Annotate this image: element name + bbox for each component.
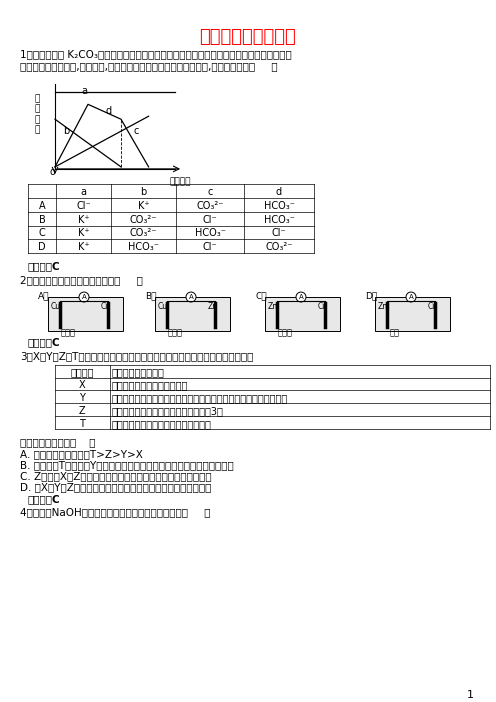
Text: 【答案】C: 【答案】C <box>28 337 61 347</box>
Text: 化学实验的绿色追求: 化学实验的绿色追求 <box>199 28 297 46</box>
Text: D、: D、 <box>365 291 377 300</box>
Text: D: D <box>38 242 46 253</box>
Text: C. Z分别与X、Z均可形成或含有非极性键又含非极性键的化合物: C. Z分别与X、Z均可形成或含有非极性键又含非极性键的化合物 <box>20 471 212 481</box>
Text: HCO₃⁻: HCO₃⁻ <box>128 242 159 253</box>
Text: Cl⁻: Cl⁻ <box>203 242 217 253</box>
Text: Cl⁻: Cl⁻ <box>76 201 91 211</box>
Text: Zn: Zn <box>268 302 278 311</box>
Text: 【答案】C: 【答案】C <box>28 494 61 504</box>
Bar <box>375 297 450 331</box>
Text: Z: Z <box>79 406 85 416</box>
Text: 目也相应地发生变化,如图所示,四条曲线与溶液中的离子的对应关系,完全正确的是（     ）: 目也相应地发生变化,如图所示,四条曲线与溶液中的离子的对应关系,完全正确的是（ … <box>20 62 278 72</box>
Circle shape <box>406 292 416 302</box>
Text: K⁺: K⁺ <box>78 242 89 253</box>
Text: 乙醇: 乙醇 <box>390 329 400 338</box>
Text: b: b <box>140 187 147 197</box>
Text: 同周期元素中形成的简单离子半径最小: 同周期元素中形成的简单离子半径最小 <box>112 419 212 429</box>
Text: c: c <box>133 126 138 136</box>
Text: 元素编号: 元素编号 <box>70 368 94 378</box>
Text: D. 由X、Y和Z三种元素构成的强电解质，对水电离均起抑制作用: D. 由X、Y和Z三种元素构成的强电解质，对水电离均起抑制作用 <box>20 482 211 492</box>
Bar <box>265 297 340 331</box>
Text: 稀硫酸: 稀硫酸 <box>168 329 183 338</box>
Text: A: A <box>409 294 413 300</box>
Text: 【答案】C: 【答案】C <box>28 261 61 271</box>
Text: b: b <box>63 126 69 136</box>
Text: X: X <box>79 380 85 390</box>
Text: Cu: Cu <box>51 302 61 311</box>
Text: CO₃²⁻: CO₃²⁻ <box>130 228 157 239</box>
Text: d: d <box>105 106 111 117</box>
Text: HCO₃⁻: HCO₃⁻ <box>263 215 295 225</box>
Text: 形成的简单阳离子核外无电子: 形成的简单阳离子核外无电子 <box>112 380 188 390</box>
Text: HCO₃⁻: HCO₃⁻ <box>194 228 226 239</box>
Text: Cl⁻: Cl⁻ <box>272 228 286 239</box>
Text: A. 原子半径大小顺序：T>Z>Y>X: A. 原子半径大小顺序：T>Z>Y>X <box>20 449 143 459</box>
Text: 硫酸铜: 硫酸铜 <box>277 329 293 338</box>
Text: T: T <box>79 419 85 429</box>
Text: Y: Y <box>79 393 85 404</box>
Text: 盐酸的量: 盐酸的量 <box>170 177 191 186</box>
Text: B、: B、 <box>145 291 157 300</box>
Text: B: B <box>39 215 45 225</box>
Text: HCO₃⁻: HCO₃⁻ <box>263 201 295 211</box>
Text: o: o <box>50 167 56 177</box>
Text: CO₃²⁻: CO₃²⁻ <box>130 215 157 225</box>
Text: a: a <box>81 86 87 96</box>
Text: c: c <box>207 187 213 197</box>
Text: 下列说法正确的是（    ）: 下列说法正确的是（ ） <box>20 437 96 447</box>
Text: B. 常温下，T的单质与Y的最高价氧化物对应的水化物的溶液反应生成氢气: B. 常温下，T的单质与Y的最高价氧化物对应的水化物的溶液反应生成氢气 <box>20 460 234 470</box>
Text: 1、向一定量的 K₂CO₃溶液中缓慢滴加稀盐酸，并不断搅拌。随着盐酸的加入，溶液中离子数: 1、向一定量的 K₂CO₃溶液中缓慢滴加稀盐酸，并不断搅拌。随着盐酸的加入，溶液… <box>20 50 292 60</box>
Text: Cu: Cu <box>101 302 111 311</box>
Text: 元素的气态氢化物和它的最高价氧化物对应的水化物能发生化合反应: 元素的气态氢化物和它的最高价氧化物对应的水化物能发生化合反应 <box>112 393 288 404</box>
Text: 元素性质或原子结构: 元素性质或原子结构 <box>112 368 165 378</box>
Text: 2、下列装置能够组成原电池的是（     ）: 2、下列装置能够组成原电池的是（ ） <box>20 275 143 285</box>
Circle shape <box>79 292 89 302</box>
Text: A: A <box>39 201 45 211</box>
Text: Cu: Cu <box>318 302 328 311</box>
Text: Cu: Cu <box>428 302 438 311</box>
Text: Zn: Zn <box>378 302 388 311</box>
Text: Zn: Zn <box>208 302 218 311</box>
Text: K⁺: K⁺ <box>138 201 149 211</box>
Text: CO₃²⁻: CO₃²⁻ <box>196 201 224 211</box>
Text: K⁺: K⁺ <box>78 228 89 239</box>
Text: 离
子
数
目: 离 子 数 目 <box>34 94 40 135</box>
Text: 元素在周期表的族序数等于周期序数的3倍: 元素在周期表的族序数等于周期序数的3倍 <box>112 406 224 416</box>
Text: 3、X、Y、Z、T四种原子序数依次递增的短周期元素，其部分性质或结构如下：: 3、X、Y、Z、T四种原子序数依次递增的短周期元素，其部分性质或结构如下： <box>20 351 253 361</box>
Circle shape <box>296 292 306 302</box>
Text: A、: A、 <box>38 291 50 300</box>
Text: Cl⁻: Cl⁻ <box>203 215 217 225</box>
Text: A: A <box>82 294 86 300</box>
Text: C: C <box>39 228 45 239</box>
Text: Cu: Cu <box>158 302 168 311</box>
Text: C、: C、 <box>255 291 267 300</box>
Text: A: A <box>188 294 193 300</box>
Text: d: d <box>276 187 282 197</box>
Bar <box>48 297 123 331</box>
Text: CO₃²⁻: CO₃²⁻ <box>265 242 293 253</box>
Text: 稀硫酸: 稀硫酸 <box>61 329 75 338</box>
Text: 4、既能跟NaOH溶液反应又能跟盐酸反应的氧化物是（     ）: 4、既能跟NaOH溶液反应又能跟盐酸反应的氧化物是（ ） <box>20 508 210 517</box>
Text: K⁺: K⁺ <box>78 215 89 225</box>
Bar <box>155 297 230 331</box>
Text: a: a <box>80 187 86 197</box>
Text: A: A <box>299 294 304 300</box>
Circle shape <box>186 292 196 302</box>
Text: 1: 1 <box>467 691 474 701</box>
